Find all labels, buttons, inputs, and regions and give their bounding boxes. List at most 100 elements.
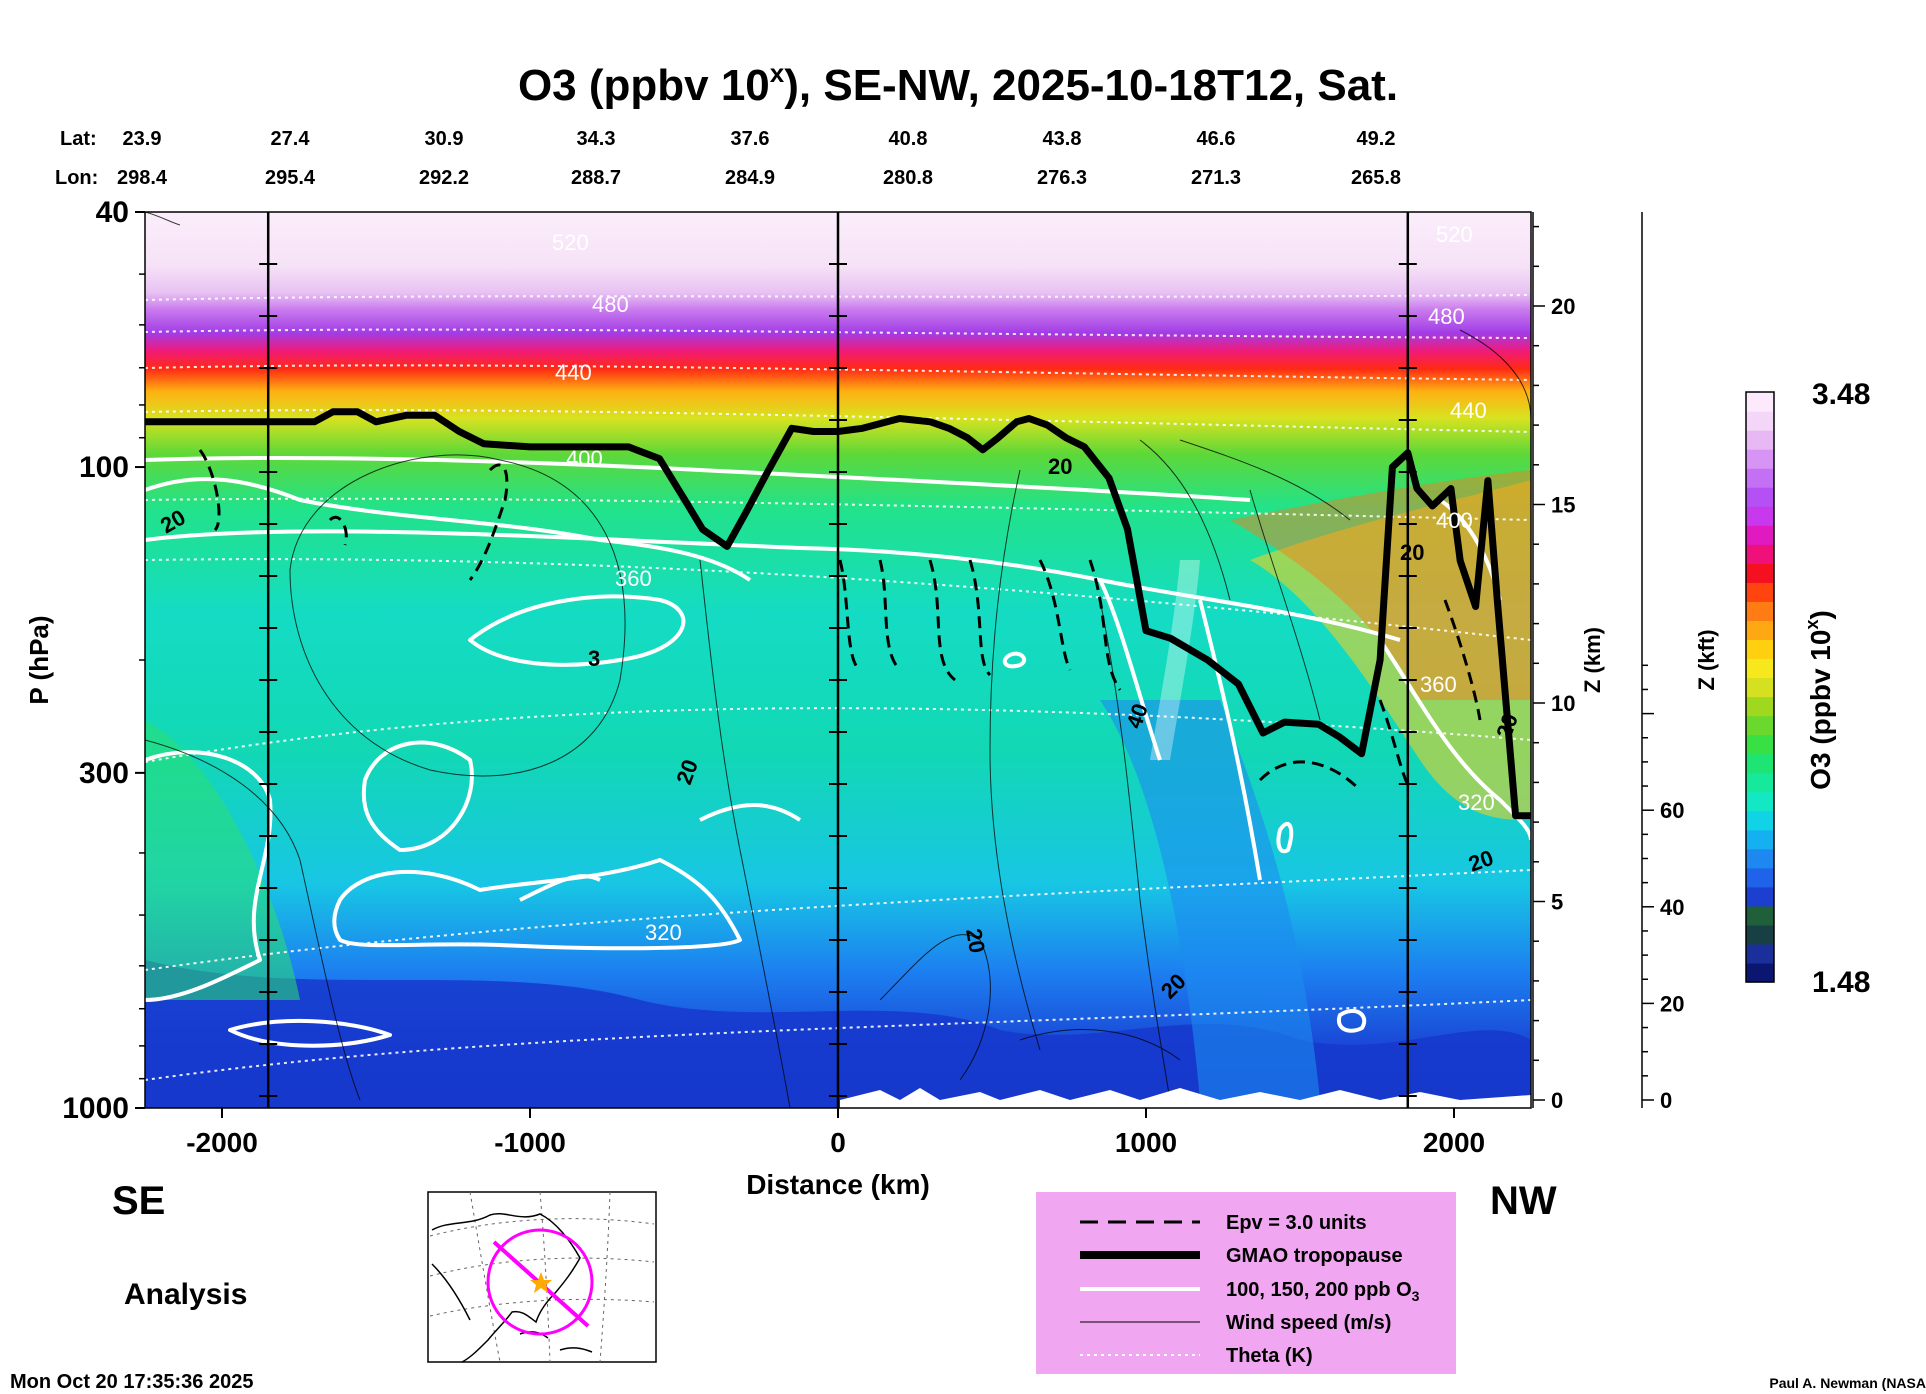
z-kft-tick-label: 0 (1660, 1088, 1672, 1113)
timestamp-label: Mon Oct 20 17:35:36 2025 (10, 1371, 253, 1393)
z-km-tick-label: 20 (1551, 294, 1575, 319)
theta-label: 400 (1436, 508, 1473, 533)
theta-label: 480 (592, 292, 629, 317)
z-km-axis: 0 5 10 15 20 (1532, 212, 1575, 1113)
colorbar-swatch (1746, 943, 1774, 964)
colorbar-swatch (1746, 544, 1774, 564)
colorbar-swatch (1746, 905, 1774, 926)
y-tick-label: 1000 (62, 1092, 129, 1125)
colorbar-swatch (1746, 696, 1774, 717)
lat-value: 27.4 (271, 128, 311, 150)
legend-label-o3: 100, 150, 200 ppb O3 (1226, 1279, 1420, 1304)
lat-value: 30.9 (425, 128, 464, 150)
colorbar-max-label: 3.48 (1812, 378, 1870, 411)
z-kft-tick-label: 20 (1660, 991, 1684, 1016)
wind-speed-contours (145, 212, 1531, 1108)
colorbar-swatch (1746, 392, 1774, 412)
theta-value-labels: 520 480 440 400 360 320 520 480 440 400 … (552, 222, 1495, 945)
lon-value: 265.8 (1351, 167, 1401, 189)
lon-value: 292.2 (419, 167, 469, 189)
colorbar-swatch (1746, 525, 1774, 545)
legend: Epv = 3.0 units GMAO tropopause 100, 150… (1036, 1192, 1456, 1374)
theta-label: 320 (645, 920, 682, 945)
legend-label-wind: Wind speed (m/s) (1226, 1312, 1391, 1334)
lat-value: 43.8 (1043, 128, 1082, 150)
x-axis-label: Distance (km) (746, 1169, 930, 1200)
lat-value: 49.2 (1357, 128, 1396, 150)
colorbar-swatch (1746, 411, 1774, 431)
theta-label: 400 (566, 446, 603, 471)
colorbar-swatch (1746, 715, 1774, 736)
map-range-circle (486, 1228, 594, 1336)
z-kft-tick-label: 40 (1660, 895, 1684, 920)
wind-label: 20 (961, 927, 990, 955)
colorbar-swatch (1746, 430, 1774, 450)
theta-label: 360 (1420, 672, 1457, 697)
z-kft-axis-label: Z (kft) (1694, 629, 1719, 690)
lon-row-label: Lon: (55, 167, 98, 189)
y-axis-label: P (hPa) (24, 615, 54, 704)
x-tick-label: 2000 (1423, 1127, 1485, 1158)
colorbar-swatch (1746, 487, 1774, 507)
map-coastline (431, 1213, 593, 1363)
map-graticule (429, 1191, 655, 1363)
lat-row-label: Lat: (60, 128, 97, 150)
z-km-tick-label: 15 (1551, 493, 1575, 518)
credit-label: Paul A. Newman (NASA (1769, 1375, 1926, 1391)
o3-region-stripe-1 (1150, 560, 1200, 760)
colorbar-swatch (1746, 620, 1774, 641)
lat-value: 23.9 (123, 128, 162, 150)
colorbar-swatch (1746, 677, 1774, 698)
theta-label: 320 (1458, 790, 1495, 815)
lon-value: 298.4 (117, 167, 168, 189)
colorbar-label: O3 (ppbv 10x) (1802, 610, 1836, 790)
theta-label: 440 (555, 360, 592, 385)
x-tick-label: -2000 (186, 1127, 258, 1158)
x-tick-label: -1000 (494, 1127, 566, 1158)
colorbar-swatch (1746, 924, 1774, 945)
lat-value: 37.6 (731, 128, 770, 150)
colorbar-swatch (1746, 810, 1774, 831)
x-axis: -2000 -1000 0 1000 2000 (186, 1108, 1485, 1158)
z-km-tick-label: 0 (1551, 1088, 1563, 1113)
colorbar-swatch (1746, 449, 1774, 469)
theta-label: 440 (1450, 398, 1487, 423)
z-kft-tick-label: 60 (1660, 798, 1684, 823)
lat-lon-labels: 23.9 27.4 30.9 34.3 37.6 40.8 43.8 46.6 49.2 298.… (117, 128, 1401, 189)
colorbar-swatch (1746, 468, 1774, 488)
colorbar-min-label: 1.48 (1812, 966, 1870, 999)
lat-value: 40.8 (889, 128, 928, 150)
z-km-axis-label: Z (km) (1580, 627, 1605, 693)
lat-value: 34.3 (577, 128, 616, 150)
theta-label: 520 (552, 230, 589, 255)
colorbar-swatch (1746, 582, 1774, 602)
lon-value: 288.7 (571, 167, 621, 189)
lon-value: 284.9 (725, 167, 775, 189)
lon-value: 276.3 (1037, 167, 1087, 189)
wind-label: 20 (1048, 454, 1072, 479)
lat-value: 46.6 (1197, 128, 1236, 150)
colorbar-swatch (1746, 848, 1774, 869)
legend-box (1036, 1192, 1456, 1374)
y-tick-label: 40 (96, 196, 129, 229)
theta-label: 520 (1436, 222, 1473, 247)
epv-contours (198, 449, 1482, 792)
colorbar-swatch (1746, 506, 1774, 526)
wind-label: 20 (1400, 540, 1424, 565)
wind-label: 3 (588, 646, 600, 671)
colorbar-swatch (1746, 563, 1774, 583)
section-reference-lines (259, 212, 1417, 1108)
o3-contours (145, 456, 1531, 1048)
terrain-edge (840, 1088, 1531, 1108)
colorbar (1745, 391, 1775, 983)
colorbar-swatch (1746, 734, 1774, 755)
z-km-tick-label: 5 (1551, 890, 1563, 915)
star-icon (530, 1272, 552, 1293)
z-kft-axis: 0 20 40 60 (1641, 212, 1684, 1113)
colorbar-swatch (1746, 829, 1774, 850)
colorbar-swatch (1746, 867, 1774, 888)
y-axis: 40 100 300 1000 (62, 196, 145, 1125)
z-km-tick-label: 10 (1551, 691, 1575, 716)
colorbar-swatch (1746, 658, 1774, 679)
